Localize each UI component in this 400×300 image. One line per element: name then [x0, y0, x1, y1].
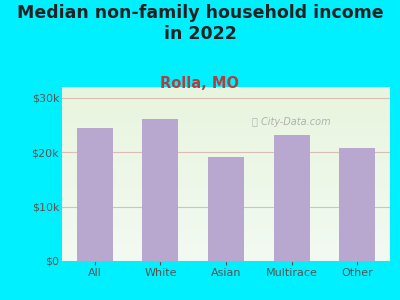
- Bar: [77, 128, 113, 261]
- Text: Rolla, MO: Rolla, MO: [160, 76, 240, 92]
- Bar: [339, 148, 375, 261]
- Text: ⓘ City-Data.com: ⓘ City-Data.com: [252, 117, 331, 127]
- Bar: [208, 157, 244, 261]
- Text: Median non-family household income
in 2022: Median non-family household income in 20…: [17, 4, 383, 43]
- Bar: [274, 135, 310, 261]
- Bar: [142, 118, 178, 261]
